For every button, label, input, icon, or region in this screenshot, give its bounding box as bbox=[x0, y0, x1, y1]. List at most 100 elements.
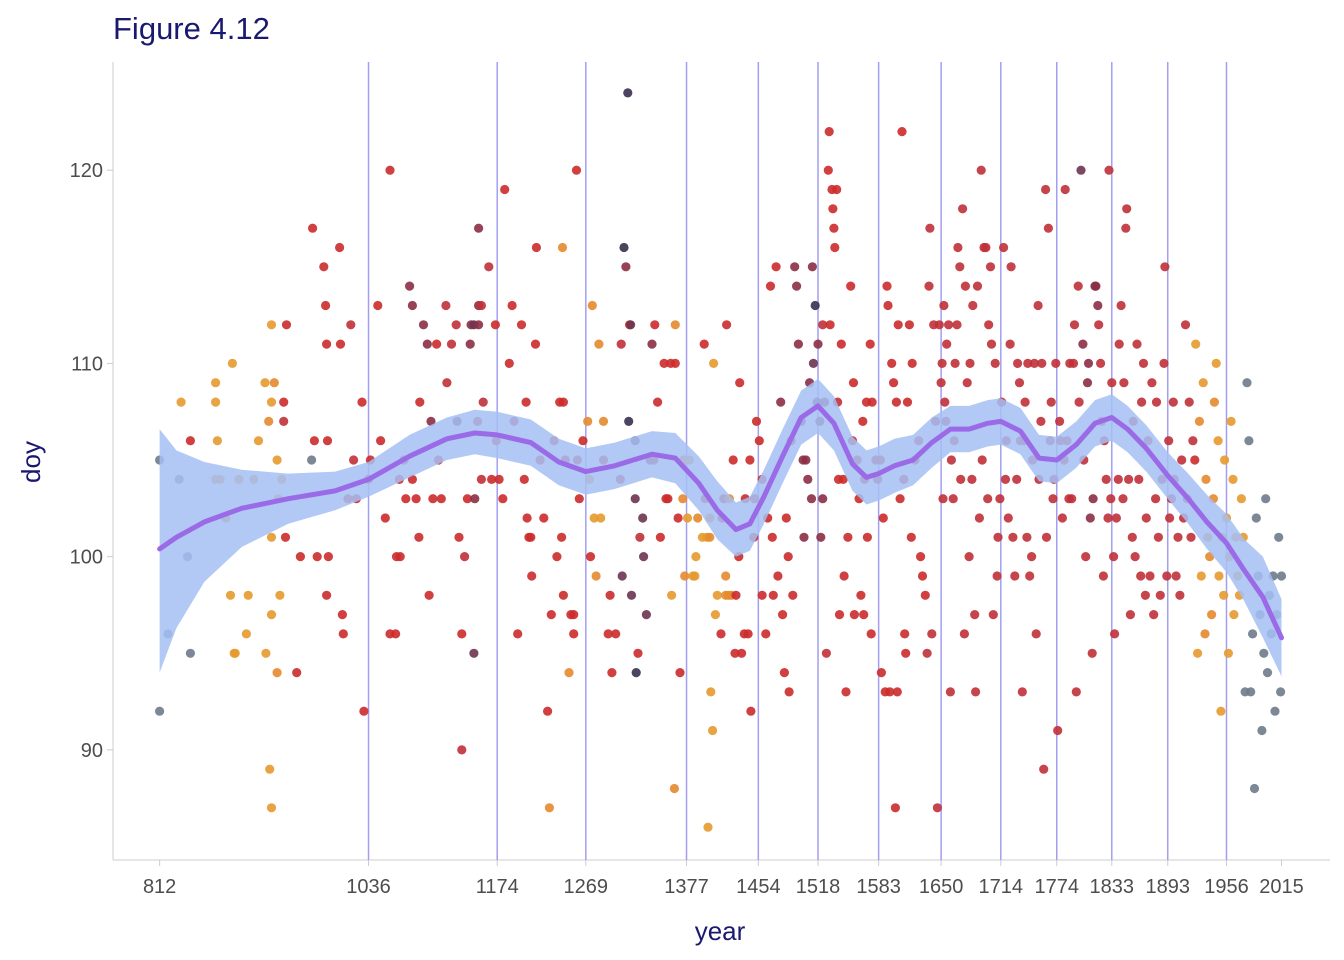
data-point bbox=[1244, 436, 1254, 446]
x-axis-title: year bbox=[695, 916, 746, 946]
data-point bbox=[478, 397, 488, 407]
data-point bbox=[415, 397, 425, 407]
data-point bbox=[401, 494, 411, 504]
data-point bbox=[498, 494, 508, 504]
data-point bbox=[484, 262, 494, 272]
data-point bbox=[457, 629, 467, 639]
data-point bbox=[1145, 571, 1155, 581]
data-point bbox=[1228, 474, 1238, 484]
data-point bbox=[1188, 436, 1198, 446]
data-point bbox=[761, 629, 771, 639]
data-point bbox=[823, 165, 833, 175]
data-point bbox=[728, 455, 738, 465]
data-point bbox=[1041, 532, 1052, 542]
data-point bbox=[292, 668, 302, 678]
data-point bbox=[977, 455, 987, 465]
data-point bbox=[1014, 378, 1025, 388]
data-point bbox=[266, 532, 277, 542]
data-point bbox=[611, 629, 621, 639]
data-point bbox=[897, 127, 907, 137]
data-point bbox=[1248, 629, 1258, 639]
data-point bbox=[1249, 783, 1260, 794]
data-point bbox=[619, 242, 629, 253]
data-point bbox=[185, 436, 195, 446]
data-point bbox=[705, 532, 715, 542]
data-point bbox=[391, 629, 401, 639]
data-point bbox=[956, 474, 966, 484]
data-point bbox=[690, 571, 700, 581]
y-axis-title: doy bbox=[16, 441, 46, 483]
data-point bbox=[411, 494, 421, 504]
data-point bbox=[272, 668, 282, 678]
data-point bbox=[1160, 262, 1170, 272]
data-point bbox=[578, 436, 588, 446]
data-point bbox=[1103, 513, 1113, 523]
data-point bbox=[1220, 455, 1230, 465]
data-point bbox=[1101, 474, 1111, 484]
data-point bbox=[323, 552, 333, 562]
data-point bbox=[462, 494, 472, 504]
data-point bbox=[243, 590, 253, 600]
data-point bbox=[469, 648, 479, 658]
x-tick-label: 1833 bbox=[1090, 876, 1135, 898]
data-point bbox=[1149, 610, 1159, 620]
data-point bbox=[504, 358, 514, 368]
data-point bbox=[849, 610, 860, 620]
x-tick-label: 1956 bbox=[1204, 876, 1249, 898]
data-point bbox=[526, 532, 536, 542]
data-point bbox=[731, 590, 741, 600]
data-point bbox=[1236, 494, 1246, 504]
data-point bbox=[1127, 532, 1137, 542]
data-point bbox=[799, 532, 809, 542]
data-point bbox=[1025, 571, 1035, 581]
data-point bbox=[843, 532, 853, 542]
data-point bbox=[1223, 648, 1233, 658]
data-point bbox=[1037, 358, 1047, 368]
data-point bbox=[953, 242, 963, 253]
data-point bbox=[1091, 281, 1101, 291]
data-point bbox=[902, 397, 913, 407]
data-point bbox=[1110, 629, 1120, 639]
data-point bbox=[1094, 320, 1104, 330]
data-point bbox=[1098, 571, 1108, 581]
data-point bbox=[574, 494, 584, 504]
data-point bbox=[312, 552, 322, 562]
data-point bbox=[1116, 300, 1126, 311]
data-point bbox=[260, 378, 270, 388]
data-point bbox=[1071, 687, 1081, 697]
data-point bbox=[1000, 474, 1011, 484]
data-point bbox=[521, 397, 531, 407]
data-point bbox=[418, 320, 429, 330]
data-point bbox=[818, 494, 828, 504]
data-point bbox=[319, 262, 329, 272]
data-point bbox=[693, 513, 703, 523]
data-point bbox=[500, 184, 510, 195]
y-tick-label: 110 bbox=[71, 353, 103, 375]
y-tick-label: 120 bbox=[70, 160, 103, 182]
data-point bbox=[1193, 648, 1203, 658]
data-point bbox=[185, 648, 195, 658]
data-point bbox=[281, 320, 292, 330]
data-point bbox=[937, 358, 947, 368]
data-point bbox=[1012, 474, 1022, 484]
data-point bbox=[598, 416, 609, 426]
data-point bbox=[1043, 223, 1053, 233]
data-point bbox=[1109, 552, 1119, 562]
data-point bbox=[359, 706, 369, 716]
data-point bbox=[1141, 513, 1151, 523]
data-point bbox=[1259, 648, 1269, 658]
data-point bbox=[621, 262, 631, 272]
data-point bbox=[818, 320, 828, 330]
data-point bbox=[932, 803, 943, 813]
data-point bbox=[474, 223, 484, 233]
data-point bbox=[1121, 223, 1131, 233]
data-point bbox=[830, 242, 840, 253]
data-point bbox=[834, 610, 845, 620]
data-point bbox=[280, 532, 291, 542]
data-point bbox=[571, 165, 582, 175]
y-tick-label: 100 bbox=[70, 547, 103, 569]
data-point bbox=[451, 320, 461, 330]
data-point bbox=[1041, 184, 1051, 195]
data-point bbox=[1246, 687, 1256, 697]
data-point bbox=[663, 494, 673, 504]
